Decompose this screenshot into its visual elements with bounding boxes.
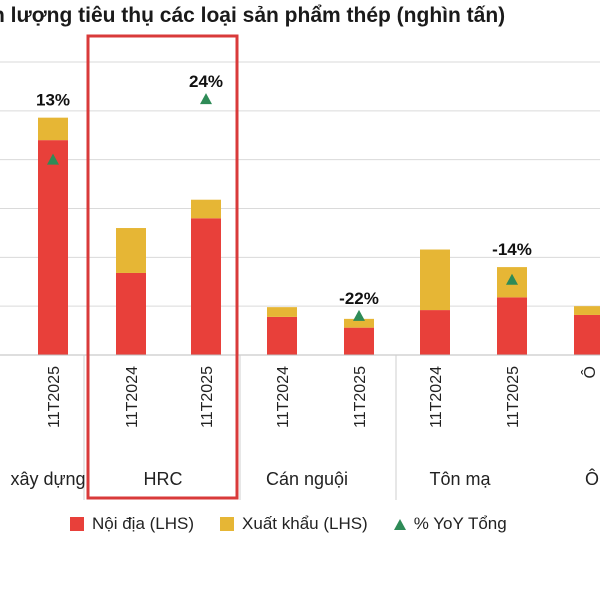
highlight-box: [86, 34, 239, 500]
bar-export: [574, 306, 600, 315]
x-tick-label: 11T2025: [352, 366, 369, 428]
yoy-marker: [47, 153, 59, 165]
bar-domestic: [420, 310, 450, 355]
data-label: 24%: [189, 72, 223, 91]
bar-export: [116, 228, 146, 273]
bar-domestic: [267, 316, 297, 355]
bar-export: [420, 249, 450, 311]
x-tick-label: 11T2025: [505, 366, 522, 428]
legend-swatch-export: [220, 517, 235, 531]
chart-title: n lượng tiêu thụ các loại sản phẩm thép …: [0, 4, 506, 27]
bar-domestic: [497, 297, 527, 355]
x-tick-label: 11T2024: [428, 366, 445, 428]
x-tick-labels: 11T2025 11T2024 11T2025 11T2024 11T2025 11T20…: [46, 366, 599, 428]
bar-domestic: [344, 327, 374, 355]
bar-export: [38, 117, 68, 141]
bar-export: [191, 199, 221, 219]
x-tick-label: 11T2024: [124, 366, 141, 428]
bar-domestic: [38, 140, 68, 355]
x-tick-label: 11T2025: [46, 366, 63, 428]
bars: [38, 117, 600, 355]
group-label: Cán nguội: [266, 469, 348, 489]
yoy-marker: [200, 93, 212, 105]
data-label: -22%: [339, 289, 379, 308]
bar-domestic: [116, 272, 146, 355]
yoy-marker: [506, 273, 518, 285]
bar-domestic: [191, 218, 221, 355]
yoy-marker: [353, 309, 365, 321]
legend-item-domestic: Nội địa (LHS): [70, 514, 194, 534]
triangle-icon: [393, 518, 406, 530]
group-label: Ô: [585, 468, 599, 489]
group-label: HRC: [144, 469, 183, 489]
legend: Nội địa (LHS) Xuất khẩu (LHS) % YoY Tổng: [70, 512, 533, 536]
data-labels: 13% 24% -22% -14%: [36, 72, 532, 308]
legend-label-export: Xuất khẩu (LHS): [242, 514, 368, 533]
group-label: Tôn mạ: [429, 469, 491, 489]
bar-export: [344, 318, 374, 328]
group-label: xây dựng: [10, 469, 85, 489]
x-tick-label: Ô: [580, 366, 599, 378]
legend-label-domestic: Nội địa (LHS): [92, 514, 195, 533]
bar-domestic: [574, 314, 600, 355]
legend-swatch-domestic: [70, 517, 84, 531]
data-label: 13%: [36, 91, 70, 110]
x-tick-label: 11T2025: [199, 366, 216, 428]
legend-label-yoy: % YoY Tổng: [413, 514, 507, 533]
yoy-markers: [47, 93, 518, 321]
legend-item-export: Xuất khẩu (LHS): [220, 514, 368, 534]
hrc-highlight-box: [86, 34, 239, 500]
x-axis: [0, 354, 600, 500]
bar-export: [267, 307, 297, 317]
data-label: -14%: [492, 240, 532, 259]
category-groups: xây dựng HRC Cán nguội Tôn mạ Ô: [10, 468, 599, 489]
x-tick-label: 11T2024: [275, 366, 292, 428]
legend-item-yoy: % YoY Tổng: [393, 514, 507, 534]
